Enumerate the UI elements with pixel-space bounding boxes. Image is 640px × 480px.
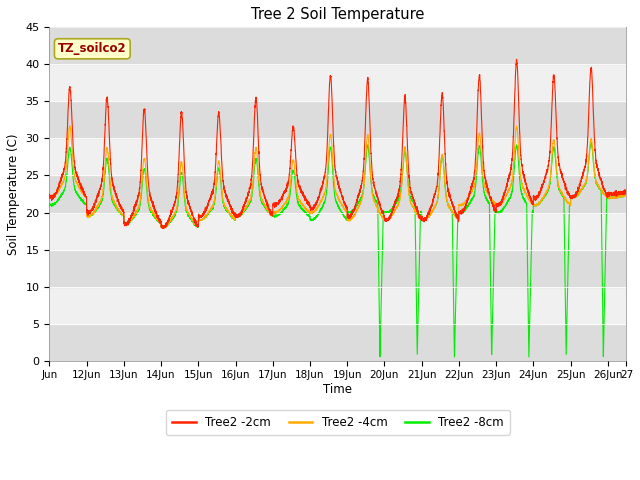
Bar <box>49 324 627 360</box>
Bar <box>49 138 627 176</box>
X-axis label: Time: Time <box>323 383 353 396</box>
Bar <box>49 176 627 213</box>
Bar <box>49 101 627 138</box>
Bar <box>49 27 627 64</box>
Bar <box>49 287 627 324</box>
Legend: Tree2 -2cm, Tree2 -4cm, Tree2 -8cm: Tree2 -2cm, Tree2 -4cm, Tree2 -8cm <box>166 410 509 435</box>
Bar <box>49 213 627 250</box>
Text: TZ_soilco2: TZ_soilco2 <box>58 42 127 55</box>
Y-axis label: Soil Temperature (C): Soil Temperature (C) <box>7 133 20 255</box>
Title: Tree 2 Soil Temperature: Tree 2 Soil Temperature <box>252 7 424 22</box>
Bar <box>49 250 627 287</box>
Bar <box>49 64 627 101</box>
